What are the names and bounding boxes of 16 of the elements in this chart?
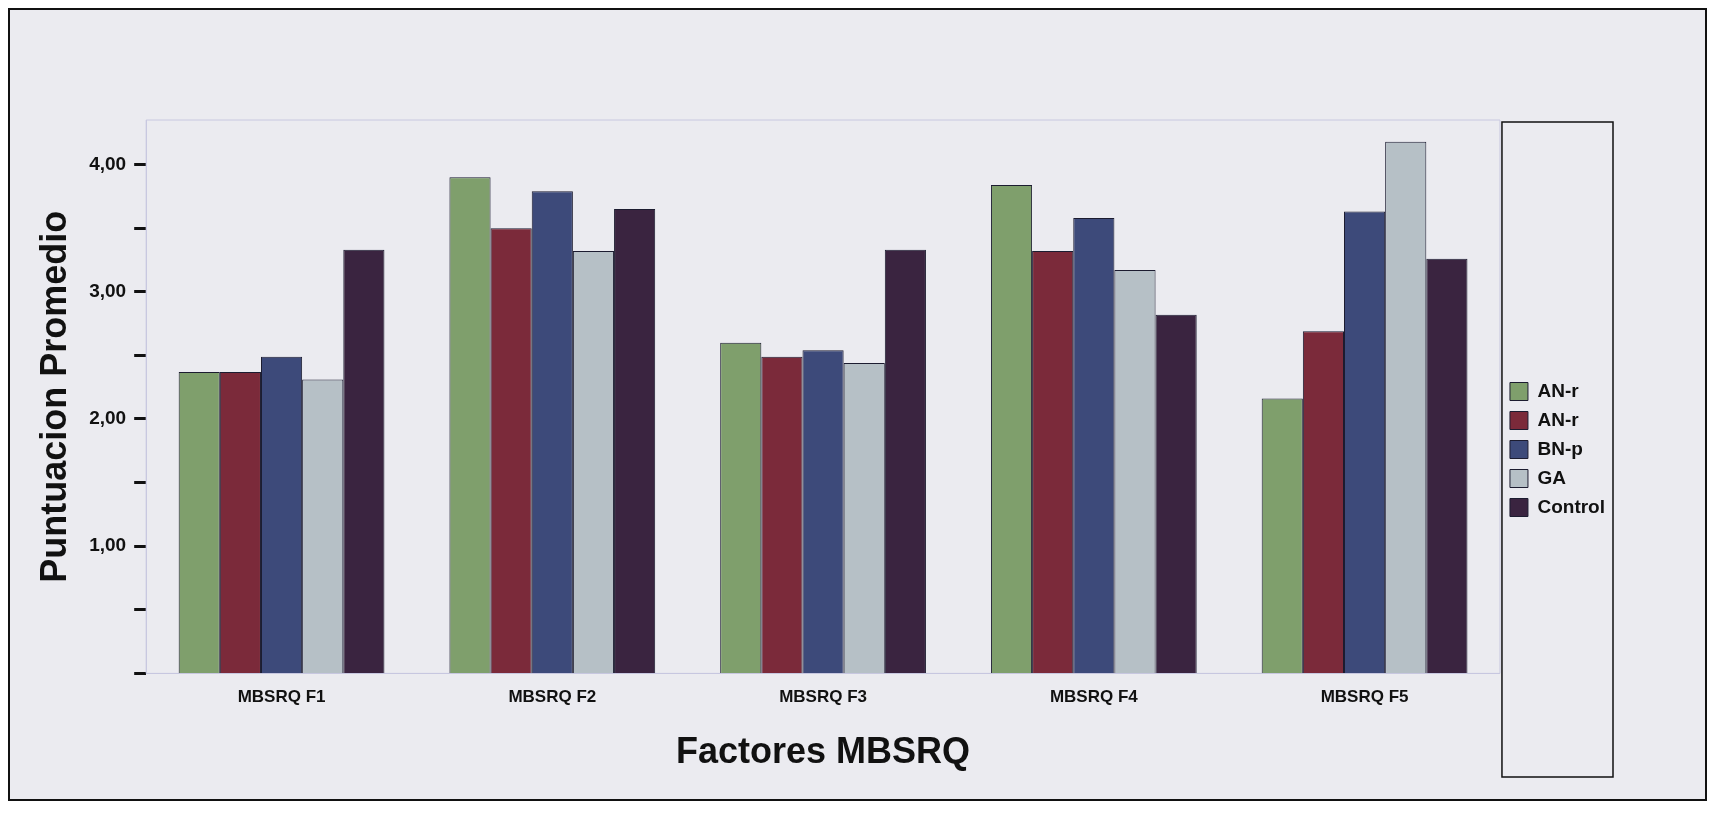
y-tick-label: 2,00 xyxy=(89,407,127,429)
legend-label: GA xyxy=(1537,466,1567,488)
legend-label: AN-r xyxy=(1537,408,1580,430)
legend-label: BN-p xyxy=(1537,437,1583,459)
y-tick-label: 1,00 xyxy=(89,534,127,556)
x-tick-label: MBSRQ F4 xyxy=(1049,687,1139,707)
x-tick-label: MBSRQ F2 xyxy=(508,687,597,707)
legend-label: Control xyxy=(1537,495,1606,517)
legend-label: AN-r xyxy=(1537,379,1580,401)
x-tick-label: MBSRQ F5 xyxy=(1320,687,1409,707)
y-axis-title: Puntuacion Promedio xyxy=(32,210,74,583)
y-tick-label: 3,00 xyxy=(89,279,127,301)
y-tick-label: 4,00 xyxy=(89,152,127,174)
x-axis-title: Factores MBSRQ xyxy=(676,730,971,772)
x-tick-label: MBSRQ F3 xyxy=(779,687,867,707)
x-tick-label: MBSRQ F1 xyxy=(237,687,326,707)
